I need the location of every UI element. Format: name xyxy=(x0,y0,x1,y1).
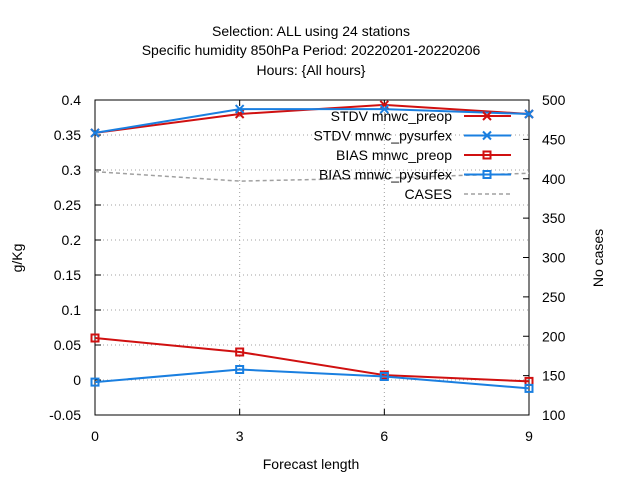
legend-marker-b xyxy=(482,130,492,141)
title-line-2: Specific humidity 850hPa Period: 2022020… xyxy=(142,42,481,58)
y-tick-label: 0.3 xyxy=(62,162,82,178)
y-tick-label: -0.05 xyxy=(49,407,81,423)
legend-label: BIAS mnwc_preop xyxy=(336,147,452,163)
y-tick-label: 0 xyxy=(73,372,81,388)
data-point xyxy=(90,377,100,387)
chart-title: Selection: ALL using 24 stations Specifi… xyxy=(142,23,481,78)
y2-tick-label: 400 xyxy=(542,171,566,187)
series-line xyxy=(94,170,530,182)
y2-tick-label: 150 xyxy=(542,368,566,384)
y-tick-label: 0.1 xyxy=(62,302,82,318)
x-tick-label: 3 xyxy=(236,428,244,444)
legend-label: CASES xyxy=(405,186,452,202)
y2-tick-label: 100 xyxy=(542,407,566,423)
series-line xyxy=(94,368,530,390)
y-axis-label: g/Kg xyxy=(9,244,25,273)
legend-marker xyxy=(482,170,492,179)
x-tick-label: 0 xyxy=(91,428,99,444)
legend: STDV mnwc_preop STDV mnwc_pysurfex BIAS mn… xyxy=(314,108,511,202)
series xyxy=(90,333,534,386)
y2-tick-label: 350 xyxy=(542,210,566,226)
series xyxy=(94,170,530,182)
y2-axis-label: No cases xyxy=(590,229,606,287)
series-line xyxy=(94,337,530,383)
x-tick-label: 9 xyxy=(525,428,533,444)
title-line-3: Hours: {All hours} xyxy=(257,62,366,78)
y2-tick-label: 500 xyxy=(542,92,566,108)
data-point-b xyxy=(90,128,100,138)
y-tick-label: 0.05 xyxy=(54,337,81,353)
series xyxy=(90,365,534,393)
legend-label: BIAS mnwc_pysurfex xyxy=(319,167,452,183)
y-tick-label: 0.4 xyxy=(62,92,82,108)
y2-tick-label: 450 xyxy=(542,131,566,147)
legend-label: STDV mnwc_preop xyxy=(331,108,453,124)
legend-label: STDV mnwc_pysurfex xyxy=(314,128,452,144)
x-axis-label: Forecast length xyxy=(263,456,360,472)
y2-tick-label: 200 xyxy=(542,328,566,344)
data-point-b xyxy=(524,109,534,119)
y2-tick-label: 300 xyxy=(542,250,566,266)
plot-frame xyxy=(94,99,530,416)
plot-area xyxy=(90,100,534,393)
title-line-1: Selection: ALL using 24 stations xyxy=(212,23,410,39)
y-tick-label: 0.25 xyxy=(54,197,81,213)
grid xyxy=(95,100,529,415)
data-point-b xyxy=(234,104,245,114)
data-point xyxy=(379,372,389,381)
data-point xyxy=(524,383,534,393)
series xyxy=(90,100,534,138)
legend-marker xyxy=(482,150,492,160)
data-point xyxy=(235,365,245,374)
data-point-b xyxy=(379,104,390,114)
data-point xyxy=(235,347,245,357)
series-line xyxy=(94,108,530,134)
data-point xyxy=(90,333,100,343)
x-tick-label: 6 xyxy=(380,428,388,444)
legend-marker-b xyxy=(482,111,492,121)
y-tick-label: 0.35 xyxy=(54,127,81,143)
y-tick-label: 0.2 xyxy=(62,232,82,248)
y-tick-label: 0.15 xyxy=(54,267,81,283)
series xyxy=(90,104,534,138)
axis-ticks: 0 3 6 9 -0.05 0 0.05 0.1 0.15 0.2 0.25 0.3 0.35 0.4 10… xyxy=(49,92,565,444)
y2-tick-label: 250 xyxy=(542,289,566,305)
